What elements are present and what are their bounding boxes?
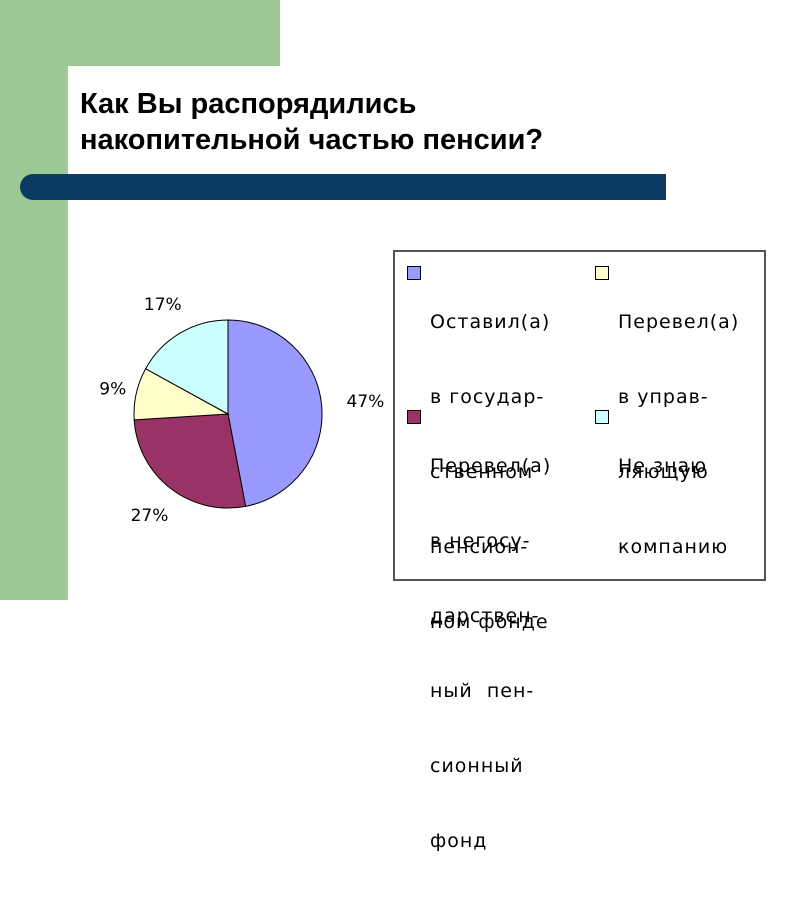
pie-chart: 47% 27% 9% 17% [99, 295, 384, 526]
legend-swatch [595, 410, 609, 424]
slide-title-line-2: накопительной частью пенсии? [80, 124, 544, 156]
data-label: 9% [99, 379, 126, 399]
slide-title: Как Вы распорядились накопительной часть… [80, 86, 760, 158]
legend-swatch [407, 266, 421, 280]
green-side-band [0, 0, 68, 600]
slice-state-fund [227, 319, 323, 507]
slice-dont-know [144, 319, 229, 415]
slide-title-line-1: Как Вы распорядились [80, 88, 417, 120]
pie-slices [133, 319, 323, 509]
legend-label: Перевел(а) в управ- ляющую компанию [618, 311, 740, 558]
title-underline-bar [20, 174, 666, 200]
legend-swatch [595, 266, 609, 280]
pie-labels: 47% 27% 9% 17% [99, 295, 384, 526]
data-label: 47% [347, 392, 385, 412]
legend-label: Перевел(а) в негосу- дарствен- ный пен- … [430, 455, 552, 852]
legend-swatch [407, 410, 421, 424]
chart-legend: Оставил(а) в государ- ственном пенсион- … [393, 250, 766, 852]
data-label: 27% [131, 506, 169, 526]
green-top-band [0, 0, 280, 66]
slice-private-fund [133, 413, 247, 509]
data-label: 17% [144, 295, 182, 315]
legend-label: Не знаю [618, 455, 708, 477]
